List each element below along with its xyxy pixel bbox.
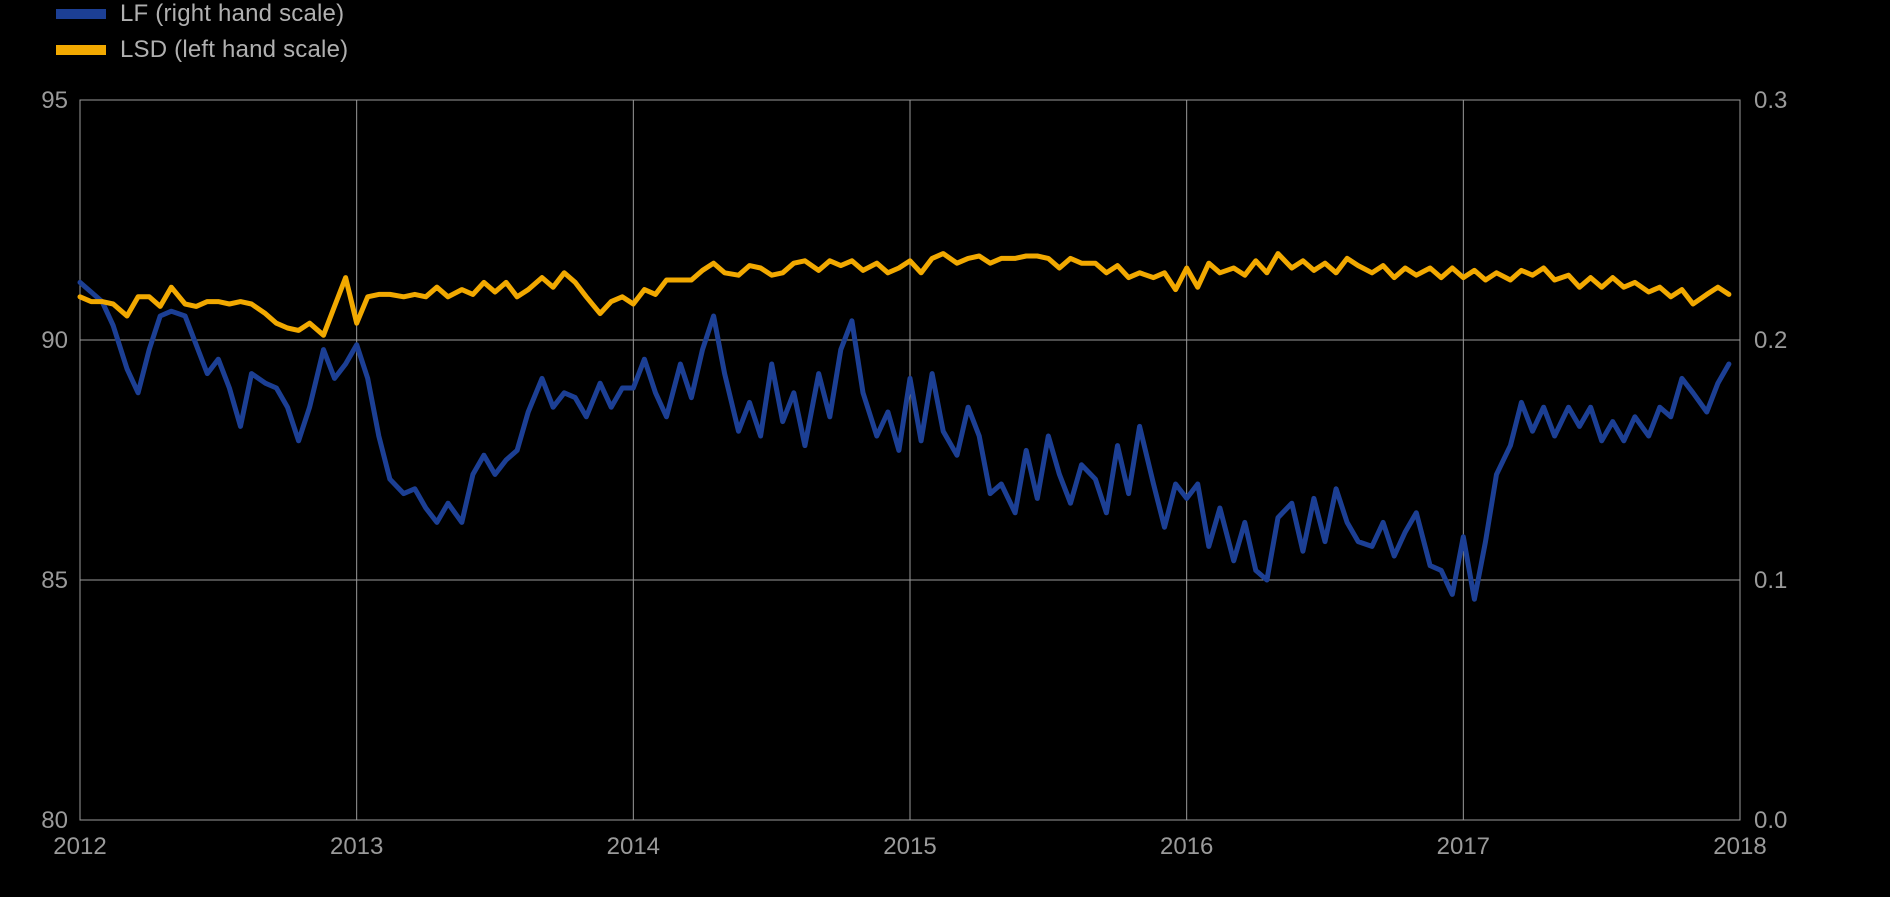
y-right-tick-label: 0.3 [1754, 87, 1787, 114]
legend-swatch-lf [56, 9, 106, 19]
legend-swatch-lsd [56, 45, 106, 55]
y-right-tick-label: 0.1 [1754, 567, 1787, 594]
y-left-tick-label: 80 [41, 807, 68, 834]
x-tick-label: 2013 [330, 833, 383, 860]
legend-item: LF (right hand scale) [56, 0, 348, 28]
y-left-tick-label: 85 [41, 567, 68, 594]
y-right-tick-label: 0.0 [1754, 807, 1787, 834]
chart-container: LF (right hand scale) LSD (left hand sca… [0, 0, 1890, 897]
y-left-tick-label: 90 [41, 327, 68, 354]
x-tick-label: 2012 [53, 833, 106, 860]
line-chart: 2012 2013 2014 2015 2016 2017 2018 80 85 90 95 0.0 0… [0, 0, 1890, 897]
legend-item: LSD (left hand scale) [56, 36, 348, 64]
x-tick-label: 2014 [607, 833, 660, 860]
x-tick-label: 2016 [1160, 833, 1213, 860]
series-line [80, 254, 1729, 336]
x-tick-label: 2018 [1713, 833, 1766, 860]
y-left-tick-label: 95 [41, 87, 68, 114]
legend: LF (right hand scale) LSD (left hand sca… [56, 0, 348, 72]
legend-label-lsd: LSD (left hand scale) [120, 36, 348, 64]
legend-label-lf: LF (right hand scale) [120, 0, 344, 28]
x-tick-label: 2015 [883, 833, 936, 860]
y-right-tick-label: 0.2 [1754, 327, 1787, 354]
x-tick-label: 2017 [1437, 833, 1490, 860]
